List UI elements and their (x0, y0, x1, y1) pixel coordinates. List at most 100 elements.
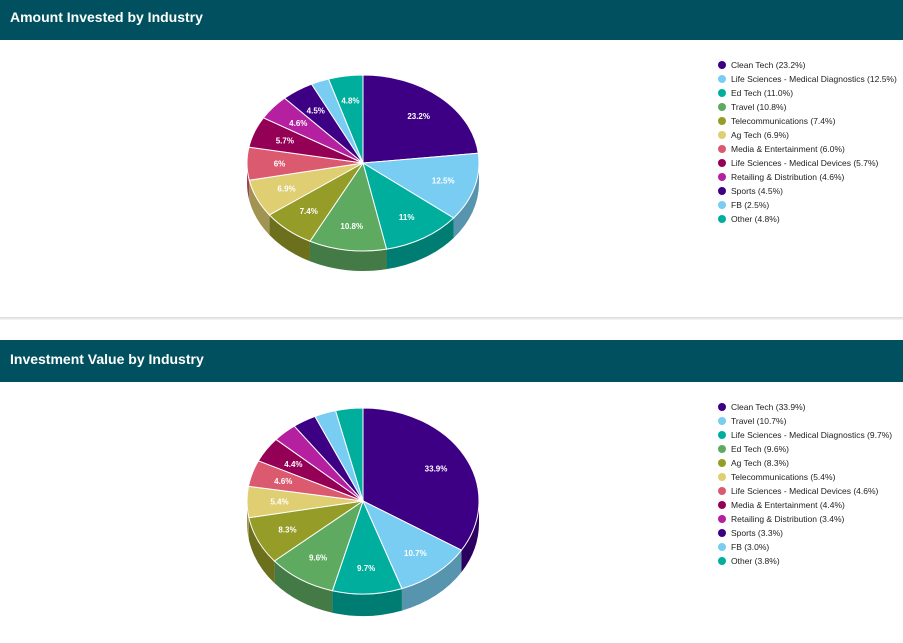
legend-swatch (718, 117, 726, 125)
legend-item-other[interactable]: Other (4.8%) (718, 212, 897, 226)
legend-swatch (718, 215, 726, 223)
legend-label: Media & Entertainment (4.4%) (731, 500, 845, 510)
legend-item-clean-tech[interactable]: Clean Tech (23.2%) (718, 58, 897, 72)
legend-label: Life Sciences - Medical Diagnostics (12.… (731, 74, 897, 84)
legend-swatch (718, 473, 726, 481)
legend-item-fb[interactable]: FB (2.5%) (718, 198, 897, 212)
legend-swatch (718, 61, 726, 69)
data-label-clean-tech: 23.2% (407, 112, 430, 121)
data-label-ed-tech: 11% (399, 213, 415, 222)
legend-item-fb[interactable]: FB (3.0%) (718, 540, 892, 554)
panel-title: Investment Value by Industry (0, 340, 903, 382)
legend-item-travel[interactable]: Travel (10.8%) (718, 100, 897, 114)
legend-swatch (718, 201, 726, 209)
amount-invested-panel: Amount Invested by Industry 23.2% 12.5% 11… (0, 0, 903, 320)
data-label-other: 4.8% (341, 96, 359, 105)
legend-label: Clean Tech (33.9%) (731, 402, 806, 412)
legend-label: Other (3.8%) (731, 556, 780, 566)
pie-slice-side-life-sciences-medical-diagnostics (453, 163, 479, 238)
investment-value-panel: Investment Value by Industry 33.9% 10.7% 9… (0, 340, 903, 643)
pie-slice-side-life-sciences-medical-diagnostics (332, 588, 402, 616)
legend-item-ed-tech[interactable]: Ed Tech (9.6%) (718, 442, 892, 456)
legend-swatch (718, 417, 726, 425)
data-label-telecommunications: 5.4% (270, 498, 288, 507)
data-label-life-sciences-medical-diagnostics: 9.7% (357, 564, 375, 573)
data-label-telecommunications: 7.4% (300, 207, 318, 216)
legend-item-media-and-entertainment[interactable]: Media & Entertainment (4.4%) (718, 498, 892, 512)
legend-swatch (718, 501, 726, 509)
pie-slice-side-ed-tech (386, 217, 454, 270)
legend-label: Ed Tech (11.0%) (731, 88, 794, 98)
legend-label: Ag Tech (8.3%) (731, 458, 789, 468)
legend-label: Media & Entertainment (6.0%) (731, 144, 845, 154)
legend-item-ag-tech[interactable]: Ag Tech (8.3%) (718, 456, 892, 470)
pie-slice-travel[interactable] (361, 499, 463, 590)
legend-label: FB (2.5%) (731, 200, 770, 210)
legend-label: Sports (3.3%) (731, 528, 783, 538)
data-label-ed-tech: 9.6% (309, 553, 327, 562)
legend-swatch (718, 487, 726, 495)
pie-slice-other[interactable] (327, 74, 364, 164)
legend-label: Telecommunications (5.4%) (731, 472, 836, 482)
legend-label: Travel (10.8%) (731, 102, 787, 112)
legend-item-sports[interactable]: Sports (4.5%) (718, 184, 897, 198)
legend-item-life-sciences-medical-diagnostics[interactable]: Life Sciences - Medical Diagnostics (9.7… (718, 428, 892, 442)
legend-label: FB (3.0%) (731, 542, 770, 552)
pie-slice-life-sciences-medical-diagnostics[interactable] (361, 152, 480, 219)
pie-slice-clean-tech[interactable] (362, 407, 480, 551)
panel-divider (0, 317, 903, 320)
chart-area: 33.9% 10.7% 9.7% 9.6% 8.3% 5.4% 4.6% 4.4% Clean… (0, 382, 903, 643)
pie-slice-side-ed-tech (274, 561, 333, 613)
data-label-retailing-and-distribution: 4.6% (289, 119, 307, 128)
legend-item-sports[interactable]: Sports (3.3%) (718, 526, 892, 540)
legend-swatch (718, 515, 726, 523)
legend-swatch (718, 131, 726, 139)
legend-label: Travel (10.7%) (731, 416, 787, 426)
legend-swatch (718, 103, 726, 111)
pie-slice-side-telecommunications (269, 214, 310, 262)
pie-slice-travel[interactable] (309, 161, 388, 252)
legend-label: Retailing & Distribution (3.4%) (731, 514, 845, 524)
legend-item-life-sciences-medical-devices[interactable]: Life Sciences - Medical Devices (5.7%) (718, 156, 897, 170)
legend-item-life-sciences-medical-devices[interactable]: Life Sciences - Medical Devices (4.6%) (718, 484, 892, 498)
legend-label: Ed Tech (9.6%) (731, 444, 789, 454)
legend-item-ag-tech[interactable]: Ag Tech (6.9%) (718, 128, 897, 142)
legend-swatch (718, 445, 726, 453)
data-label-travel: 10.8% (340, 222, 363, 231)
legend-item-ed-tech[interactable]: Ed Tech (11.0%) (718, 86, 897, 100)
legend-item-retailing-and-distribution[interactable]: Retailing & Distribution (3.4%) (718, 512, 892, 526)
legend-item-life-sciences-medical-diagnostics[interactable]: Life Sciences - Medical Diagnostics (12.… (718, 72, 897, 86)
pie-slice-clean-tech[interactable] (362, 74, 479, 164)
legend-item-telecommunications[interactable]: Telecommunications (5.4%) (718, 470, 892, 484)
legend-item-media-and-entertainment[interactable]: Media & Entertainment (6.0%) (718, 142, 897, 156)
data-label-ag-tech: 8.3% (278, 526, 296, 535)
pie-chart: 33.9% 10.7% 9.7% 9.6% 8.3% 5.4% 4.6% 4.4% (246, 407, 480, 616)
data-label-sports: 4.5% (307, 107, 325, 116)
legend-label: Telecommunications (7.4%) (731, 116, 836, 126)
legend-swatch (718, 187, 726, 195)
legend-swatch (718, 75, 726, 83)
pie-slice-side-travel (401, 550, 462, 611)
pie-slice-side-ag-tech (248, 517, 275, 584)
pie-chart: 23.2% 12.5% 11% 10.8% 7.4% 6.9% 6% 5.7% 4.6%4.5%… (246, 74, 480, 271)
legend-swatch (718, 543, 726, 551)
pie-slice-ed-tech[interactable] (362, 161, 455, 250)
legend-swatch (718, 89, 726, 97)
chart-legend: Clean Tech (23.2%) Life Sciences - Medica… (718, 58, 897, 226)
legend-item-other[interactable]: Other (3.8%) (718, 554, 892, 568)
legend-swatch (718, 173, 726, 181)
legend-label: Life Sciences - Medical Devices (5.7%) (731, 158, 879, 168)
legend-item-retailing-and-distribution[interactable]: Retailing & Distribution (4.6%) (718, 170, 897, 184)
data-label-ag-tech: 6.9% (277, 184, 295, 193)
legend-item-clean-tech[interactable]: Clean Tech (33.9%) (718, 400, 892, 414)
data-label-life-sciences-medical-diagnostics: 12.5% (432, 177, 455, 186)
legend-item-telecommunications[interactable]: Telecommunications (7.4%) (718, 114, 897, 128)
legend-swatch (718, 431, 726, 439)
data-label-media-and-entertainment: 6% (274, 159, 286, 168)
chart-legend: Clean Tech (33.9%) Travel (10.7%) Life Sci… (718, 400, 892, 568)
legend-swatch (718, 557, 726, 565)
pie-slice-other[interactable] (334, 407, 364, 502)
legend-label: Ag Tech (6.9%) (731, 130, 789, 140)
data-label-clean-tech: 33.9% (425, 464, 448, 473)
legend-item-travel[interactable]: Travel (10.7%) (718, 414, 892, 428)
